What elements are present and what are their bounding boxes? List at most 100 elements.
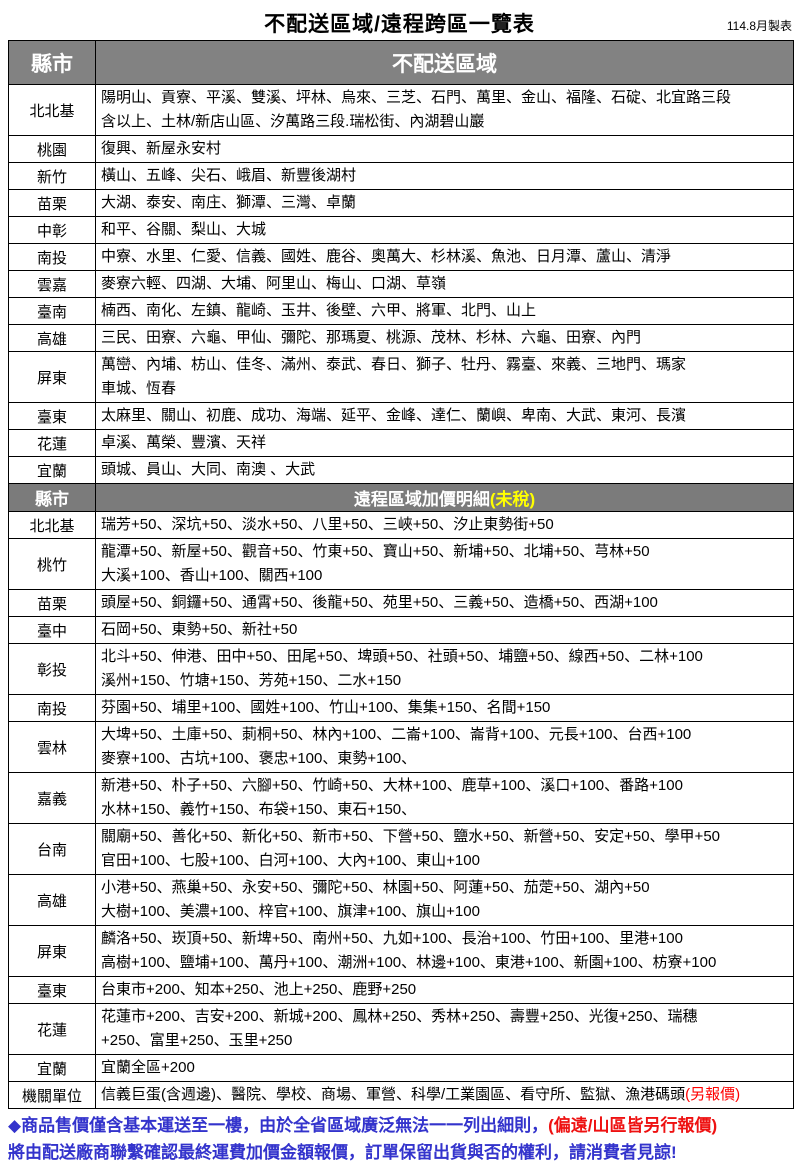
areas-cell: 瑞芳+50、深坑+50、淡水+50、八里+50、三峽+50、汐止東勢街+50 xyxy=(95,511,794,539)
table-row: 南投 芬園+50、埔里+100、國姓+100、竹山+100、集集+150、名間+… xyxy=(8,694,794,722)
county-cell: 桃園 xyxy=(8,135,96,163)
areas-cell: 小港+50、燕巢+50、永安+50、彌陀+50、林園+50、阿蓮+50、茄萣+5… xyxy=(95,874,794,926)
delivery-zone-table: 縣市 不配送區域 北北基 陽明山、貢寮、平溪、雙溪、坪林、烏來、三芝、石門、萬里… xyxy=(8,40,794,1109)
table-row: 桃竹 龍潭+50、新屋+50、觀音+50、竹東+50、寶山+50、新埔+50、北… xyxy=(8,538,794,590)
county-cell: 屏東 xyxy=(8,925,96,977)
areas-text: 和平、谷關、梨山、大城 xyxy=(101,221,267,238)
table-row: 高雄 小港+50、燕巢+50、永安+50、彌陀+50、林園+50、阿蓮+50、茄… xyxy=(8,874,794,926)
table-row: 南投 中寮、水里、仁愛、信義、國姓、鹿谷、奧萬大、杉林溪、魚池、日月潭、蘆山、清… xyxy=(8,243,794,271)
county-cell: 臺南 xyxy=(8,297,96,325)
county-cell: 彰投 xyxy=(8,643,96,695)
date-note: 114.8月製表 xyxy=(726,19,792,33)
areas-cell: 楠西、南化、左鎮、龍崎、玉井、後壁、六甲、將軍、北門、山上 xyxy=(95,297,794,325)
county-cell: 台南 xyxy=(8,823,96,875)
areas-cell: 三民、田寮、六龜、甲仙、彌陀、那瑪夏、桃源、茂林、杉林、六龜、田寮、內門 xyxy=(95,324,794,352)
areas-cell: 台東市+200、知本+250、池上+250、鹿野+250 xyxy=(95,976,794,1004)
county-cell: 機關單位 xyxy=(8,1081,96,1109)
county-cell: 花蓮 xyxy=(8,1003,96,1055)
areas-text: 新港+50、朴子+50、六腳+50、竹崎+50、大林+100、鹿草+100、溪口… xyxy=(101,777,683,818)
areas-text: 陽明山、貢寮、平溪、雙溪、坪林、烏來、三芝、石門、萬里、金山、福隆、石碇、北宜路… xyxy=(101,89,732,130)
areas-cell: 頭城、員山、大同、南澳 、大武 xyxy=(95,456,794,484)
areas-cell: 關廟+50、善化+50、新化+50、新市+50、下營+50、鹽水+50、新營+5… xyxy=(95,823,794,875)
areas-text: 大湖、泰安、南庄、獅潭、三灣、卓蘭 xyxy=(101,194,357,211)
page-title: 不配送區域/遠程跨區一覽表 xyxy=(264,13,535,36)
section2-header-county: 縣市 xyxy=(8,483,96,512)
table-row: 宜蘭 頭城、員山、大同、南澳 、大武 xyxy=(8,456,794,484)
section2-header-row: 縣市 遠程區域加價明細(未稅) xyxy=(8,483,794,512)
table-row: 北北基 瑞芳+50、深坑+50、淡水+50、八里+50、三峽+50、汐止東勢街+… xyxy=(8,511,794,539)
areas-text: 信義巨蛋(含週邊)、醫院、學校、商場、軍營、科學/工業園區、看守所、監獄、漁港碼… xyxy=(101,1086,686,1103)
footer-line2: 將由配送廠商聯繫確認最終運費加價金額報價，訂單保留出貨與否的權利，請消費者見諒! xyxy=(8,1143,677,1162)
county-cell: 花蓮 xyxy=(8,429,96,457)
table-row: 花蓮 卓溪、萬榮、豐濱、天祥 xyxy=(8,429,794,457)
section2-header-label: 遠程區域加價明細 xyxy=(353,490,490,509)
areas-text: 石岡+50、東勢+50、新社+50 xyxy=(101,621,298,638)
table-row: 臺東 太麻里、關山、初鹿、成功、海端、延平、金峰、達仁、蘭嶼、卑南、大武、東河、… xyxy=(8,402,794,430)
table-row: 中彰 和平、谷關、梨山、大城 xyxy=(8,216,794,244)
county-cell: 南投 xyxy=(8,243,96,271)
titlebar: 不配送區域/遠程跨區一覽表 114.8月製表 xyxy=(0,8,799,40)
table-row: 臺中 石岡+50、東勢+50、新社+50 xyxy=(8,616,794,644)
table-row: 新竹 橫山、五峰、尖石、峨眉、新豐後湖村 xyxy=(8,162,794,190)
areas-cell: 龍潭+50、新屋+50、觀音+50、竹東+50、寶山+50、新埔+50、北埔+5… xyxy=(95,538,794,590)
areas-text: 楠西、南化、左鎮、龍崎、玉井、後壁、六甲、將軍、北門、山上 xyxy=(101,302,537,319)
table-row: 臺東 台東市+200、知本+250、池上+250、鹿野+250 xyxy=(8,976,794,1004)
areas-text: 中寮、水里、仁愛、信義、國姓、鹿谷、奧萬大、杉林溪、魚池、日月潭、蘆山、清淨 xyxy=(101,248,672,265)
areas-cell: 中寮、水里、仁愛、信義、國姓、鹿谷、奧萬大、杉林溪、魚池、日月潭、蘆山、清淨 xyxy=(95,243,794,271)
areas-cell: 花蓮市+200、吉安+200、新城+200、鳳林+250、秀林+250、壽豐+2… xyxy=(95,1003,794,1055)
areas-cell: 大湖、泰安、南庄、獅潭、三灣、卓蘭 xyxy=(95,189,794,217)
county-cell: 嘉義 xyxy=(8,772,96,824)
county-cell: 北北基 xyxy=(8,511,96,539)
section2-header-areas: 遠程區域加價明細(未稅) xyxy=(95,483,794,512)
areas-cell: 頭屋+50、銅鑼+50、通霄+50、後龍+50、苑里+50、三義+50、造橋+5… xyxy=(95,589,794,617)
areas-cell: 大埤+50、土庫+50、莿桐+50、林內+100、二崙+100、崙背+100、元… xyxy=(95,721,794,773)
table-row: 苗栗 大湖、泰安、南庄、獅潭、三灣、卓蘭 xyxy=(8,189,794,217)
county-cell: 雲林 xyxy=(8,721,96,773)
footer-line1-alert: (偏遠/山區皆另行報價) xyxy=(548,1116,718,1135)
areas-text: 三民、田寮、六龜、甲仙、彌陀、那瑪夏、桃源、茂林、杉林、六龜、田寮、內門 xyxy=(101,329,642,346)
areas-cell: 卓溪、萬榮、豐濱、天祥 xyxy=(95,429,794,457)
areas-cell: 橫山、五峰、尖石、峨眉、新豐後湖村 xyxy=(95,162,794,190)
areas-text: 台東市+200、知本+250、池上+250、鹿野+250 xyxy=(101,981,417,998)
table-row: 花蓮 花蓮市+200、吉安+200、新城+200、鳳林+250、秀林+250、壽… xyxy=(8,1003,794,1055)
table-row: 彰投 北斗+50、伸港、田中+50、田尾+50、埤頭+50、社頭+50、埔鹽+5… xyxy=(8,643,794,695)
county-cell: 中彰 xyxy=(8,216,96,244)
county-cell: 苗栗 xyxy=(8,589,96,617)
table-row: 高雄 三民、田寮、六龜、甲仙、彌陀、那瑪夏、桃源、茂林、杉林、六龜、田寮、內門 xyxy=(8,324,794,352)
section1-header-areas: 不配送區域 xyxy=(95,40,794,85)
areas-text: 麟洛+50、崁頂+50、新埤+50、南州+50、九如+100、長治+100、竹田… xyxy=(101,930,717,971)
areas-cell: 陽明山、貢寮、平溪、雙溪、坪林、烏來、三芝、石門、萬里、金山、福隆、石碇、北宜路… xyxy=(95,84,794,136)
areas-text: 頭屋+50、銅鑼+50、通霄+50、後龍+50、苑里+50、三義+50、造橋+5… xyxy=(101,594,658,611)
areas-text: 北斗+50、伸港、田中+50、田尾+50、埤頭+50、社頭+50、埔鹽+50、線… xyxy=(101,648,703,689)
county-cell: 新竹 xyxy=(8,162,96,190)
table-row: 北北基 陽明山、貢寮、平溪、雙溪、坪林、烏來、三芝、石門、萬里、金山、福隆、石碇… xyxy=(8,84,794,136)
table-row: 雲林 大埤+50、土庫+50、莿桐+50、林內+100、二崙+100、崙背+10… xyxy=(8,721,794,773)
areas-text: 頭城、員山、大同、南澳 、大武 xyxy=(101,461,316,478)
county-cell: 宜蘭 xyxy=(8,456,96,484)
areas-text: 麥寮六輕、四湖、大埔、阿里山、梅山、口湖、草嶺 xyxy=(101,275,447,292)
table-row: 苗栗 頭屋+50、銅鑼+50、通霄+50、後龍+50、苑里+50、三義+50、造… xyxy=(8,589,794,617)
areas-cell: 信義巨蛋(含週邊)、醫院、學校、商場、軍營、科學/工業園區、看守所、監獄、漁港碼… xyxy=(95,1081,794,1109)
untaxed-note: (未稅) xyxy=(489,490,536,509)
areas-cell: 新港+50、朴子+50、六腳+50、竹崎+50、大林+100、鹿草+100、溪口… xyxy=(95,772,794,824)
areas-cell: 宜蘭全區+200 xyxy=(95,1054,794,1082)
areas-text: 關廟+50、善化+50、新化+50、新市+50、下營+50、鹽水+50、新營+5… xyxy=(101,828,721,869)
areas-cell: 麥寮六輕、四湖、大埔、阿里山、梅山、口湖、草嶺 xyxy=(95,270,794,298)
county-cell: 北北基 xyxy=(8,84,96,136)
county-cell: 南投 xyxy=(8,694,96,722)
areas-cell: 和平、谷關、梨山、大城 xyxy=(95,216,794,244)
areas-text: 宜蘭全區+200 xyxy=(101,1059,195,1076)
areas-cell: 麟洛+50、崁頂+50、新埤+50、南州+50、九如+100、長治+100、竹田… xyxy=(95,925,794,977)
areas-text: 太麻里、關山、初鹿、成功、海端、延平、金峰、達仁、蘭嶼、卑南、大武、東河、長濱 xyxy=(101,407,687,424)
areas-text: 芬園+50、埔里+100、國姓+100、竹山+100、集集+150、名間+150 xyxy=(101,699,551,716)
section1-header-county: 縣市 xyxy=(8,40,96,85)
table-row: 機關單位 信義巨蛋(含週邊)、醫院、學校、商場、軍營、科學/工業園區、看守所、監… xyxy=(8,1081,794,1109)
areas-text: 萬巒、內埔、枋山、佳冬、滿州、泰武、春日、獅子、牡丹、霧臺、來義、三地門、瑪家 … xyxy=(101,356,687,397)
areas-text: 大埤+50、土庫+50、莿桐+50、林內+100、二崙+100、崙背+100、元… xyxy=(101,726,692,767)
table-row: 臺南 楠西、南化、左鎮、龍崎、玉井、後壁、六甲、將軍、北門、山上 xyxy=(8,297,794,325)
table-row: 屏東 麟洛+50、崁頂+50、新埤+50、南州+50、九如+100、長治+100… xyxy=(8,925,794,977)
county-cell: 宜蘭 xyxy=(8,1054,96,1082)
areas-cell: 石岡+50、東勢+50、新社+50 xyxy=(95,616,794,644)
areas-cell: 萬巒、內埔、枋山、佳冬、滿州、泰武、春日、獅子、牡丹、霧臺、來義、三地門、瑪家 … xyxy=(95,351,794,403)
